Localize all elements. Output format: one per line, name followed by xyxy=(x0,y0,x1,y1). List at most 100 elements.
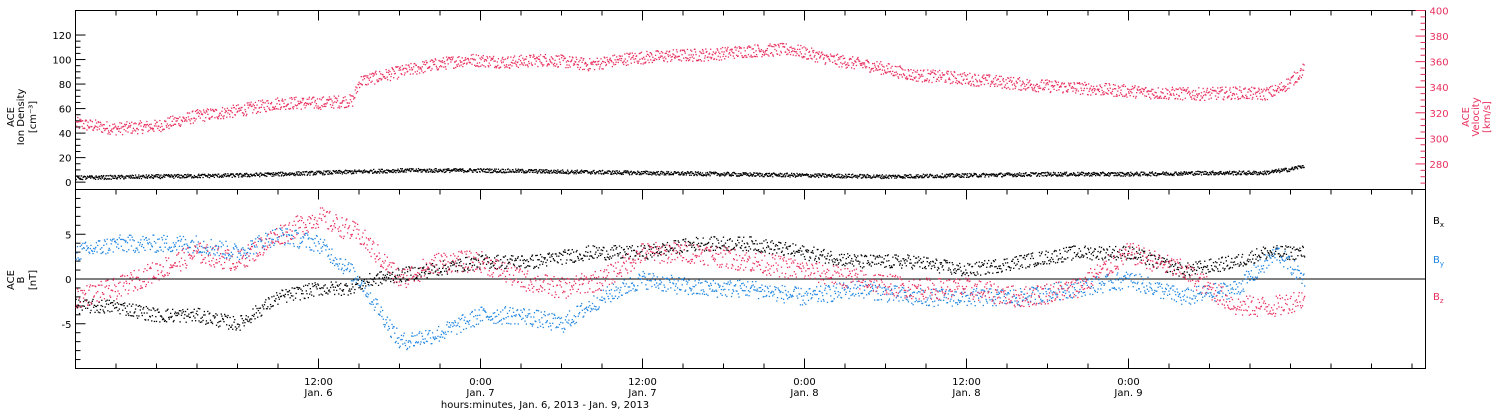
density-point xyxy=(380,170,382,173)
density-point xyxy=(353,170,355,172)
velocity-point xyxy=(1215,98,1218,100)
velocity-point xyxy=(634,58,637,60)
velocity-point xyxy=(413,66,415,68)
velocity-point xyxy=(296,104,299,106)
velocity-point xyxy=(1272,95,1274,98)
velocity-point xyxy=(1116,95,1118,97)
density-point xyxy=(99,175,101,178)
density-point xyxy=(616,173,618,175)
density-point xyxy=(132,174,135,177)
density-point xyxy=(729,174,731,176)
velocity-point xyxy=(332,104,334,106)
velocity-point xyxy=(971,75,974,78)
velocity-point xyxy=(200,111,202,113)
velocity-point xyxy=(1209,94,1211,96)
velocity-point xyxy=(786,53,788,56)
velocity-point xyxy=(704,55,706,57)
bx-point xyxy=(77,304,79,306)
density-point xyxy=(1149,172,1151,174)
density-point xyxy=(233,175,236,177)
bottom-ytick-label: -5 xyxy=(62,320,72,331)
velocity-point xyxy=(373,74,375,76)
density-point xyxy=(543,172,545,174)
velocity-point xyxy=(208,118,211,120)
density-point xyxy=(245,173,247,175)
density-point xyxy=(483,168,485,170)
velocity-point xyxy=(238,107,240,110)
velocity-point xyxy=(605,63,608,66)
density-point xyxy=(261,173,263,175)
density-point xyxy=(775,175,778,177)
velocity-point xyxy=(267,99,269,102)
velocity-point xyxy=(1058,89,1060,91)
density-point xyxy=(1203,173,1205,175)
velocity-point xyxy=(739,47,741,50)
velocity-point xyxy=(274,105,277,108)
velocity-point xyxy=(1142,93,1144,95)
velocity-point xyxy=(330,106,333,109)
density-point xyxy=(556,170,558,172)
density-point xyxy=(549,172,551,174)
density-point xyxy=(198,176,200,178)
velocity-point xyxy=(259,106,261,109)
velocity-point xyxy=(208,117,210,120)
velocity-point xyxy=(1075,90,1077,92)
velocity-point xyxy=(1094,88,1096,90)
velocity-point xyxy=(303,104,305,106)
velocity-point xyxy=(471,58,474,60)
density-point xyxy=(1011,173,1013,175)
density-point xyxy=(151,177,153,179)
velocity-point xyxy=(527,66,529,68)
velocity-point xyxy=(795,51,798,53)
density-point xyxy=(691,171,693,173)
velocity-point xyxy=(795,54,797,57)
velocity-point xyxy=(853,63,855,65)
density-point xyxy=(118,174,120,177)
density-point xyxy=(486,171,488,173)
density-point xyxy=(297,171,299,173)
velocity-point xyxy=(223,115,225,117)
velocity-point xyxy=(320,108,322,111)
density-point xyxy=(1016,173,1018,175)
density-point xyxy=(1291,166,1293,168)
velocity-point xyxy=(675,49,678,51)
velocity-point xyxy=(717,55,719,57)
density-point xyxy=(220,175,222,177)
velocity-point xyxy=(1226,90,1228,93)
density-point xyxy=(533,171,535,174)
velocity-point xyxy=(1104,82,1107,85)
density-point xyxy=(286,174,288,176)
velocity-point xyxy=(336,98,338,100)
velocity-point xyxy=(767,45,770,47)
velocity-point xyxy=(1020,85,1022,87)
velocity-point xyxy=(521,62,523,64)
bx-point xyxy=(165,310,167,312)
density-point xyxy=(344,169,347,171)
velocity-point xyxy=(1053,85,1056,87)
density-point xyxy=(1245,172,1247,174)
density-point xyxy=(522,170,524,172)
velocity-point xyxy=(1173,89,1176,92)
velocity-point xyxy=(444,62,446,65)
velocity-point xyxy=(78,121,80,123)
density-point xyxy=(531,169,533,172)
velocity-point xyxy=(133,129,136,131)
density-point xyxy=(690,174,692,176)
density-point xyxy=(653,173,655,175)
velocity-point xyxy=(423,63,425,66)
velocity-point xyxy=(661,52,664,54)
velocity-point xyxy=(1081,82,1083,85)
velocity-point xyxy=(861,62,864,64)
bx-point xyxy=(118,303,120,305)
velocity-point xyxy=(823,57,825,59)
velocity-point xyxy=(488,62,490,64)
density-point xyxy=(633,171,635,173)
density-point xyxy=(147,176,149,178)
velocity-point xyxy=(137,133,139,135)
velocity-point xyxy=(866,59,868,61)
velocity-point xyxy=(1125,93,1128,95)
density-point xyxy=(832,176,834,179)
density-point xyxy=(1285,168,1287,170)
velocity-point xyxy=(1018,77,1021,79)
velocity-point xyxy=(705,48,707,50)
